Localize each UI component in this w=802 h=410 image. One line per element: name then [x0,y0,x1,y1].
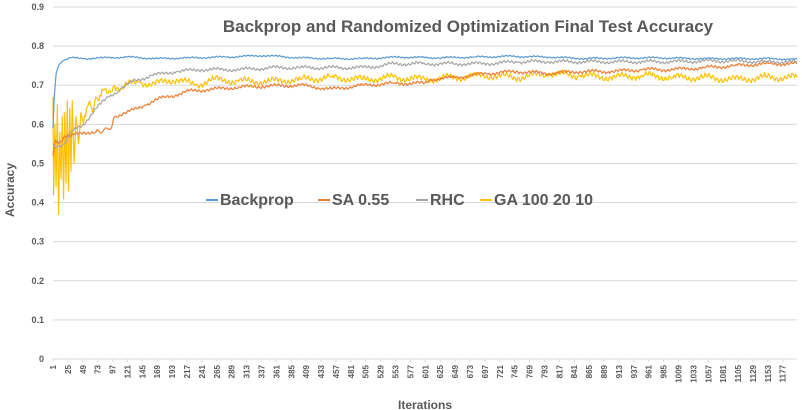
legend-label: SA 0.55 [332,192,389,209]
x-tick-label: 577 [406,364,415,378]
y-tick-label: 0.3 [31,237,44,247]
x-tick-label: 73 [94,364,103,373]
x-tick-label: 649 [451,364,460,378]
y-axis-ticks: 0 0.1 0.2 0.3 0.4 0.5 0.6 0.7 0.8 0.9 [31,2,44,364]
legend-label: GA 100 20 10 [494,192,593,209]
series-line-3 [52,69,798,215]
x-tick-label: 313 [243,364,252,378]
x-tick-label: 1177 [779,364,788,382]
x-tick-label: 265 [213,364,222,378]
y-tick-label: 0.2 [31,276,44,286]
x-tick-label: 409 [302,364,311,378]
x-tick-label: 625 [436,364,445,378]
x-tick-label: 673 [466,364,475,378]
x-tick-label: 529 [377,364,386,378]
x-axis-title: Iterations [398,398,452,410]
x-tick-label: 1081 [719,364,728,382]
x-tick-label: 121 [123,364,132,378]
x-tick-label: 745 [511,364,520,378]
x-tick-label: 721 [496,364,505,378]
legend-label: Backprop [220,192,294,209]
y-tick-label: 0.6 [31,119,44,129]
y-tick-label: 0.8 [31,41,44,51]
series-line-1 [52,60,798,156]
x-tick-label: 865 [585,364,594,378]
x-tick-label: 25 [64,364,73,373]
x-tick-label: 601 [421,364,430,378]
x-tick-label: 193 [168,364,177,378]
x-tick-label: 817 [555,364,564,378]
x-tick-label: 49 [79,364,88,373]
x-tick-label: 1033 [689,364,698,382]
x-tick-label: 289 [228,364,237,378]
x-tick-label: 337 [257,364,266,378]
x-tick-label: 361 [272,364,281,378]
y-tick-label: 0.9 [31,2,44,12]
x-tick-label: 217 [183,364,192,378]
x-tick-label: 433 [317,364,326,378]
x-tick-label: 889 [600,364,609,378]
series-line-2 [52,58,798,149]
legend: Backprop SA 0.55 RHC GA 100 20 10 [206,192,593,209]
x-tick-label: 241 [198,364,207,378]
x-tick-label: 1153 [764,364,773,382]
y-axis-title: Accuracy [3,163,17,217]
x-tick-label: 1105 [734,364,743,382]
x-tick-label: 1129 [749,364,758,382]
series-lines [52,54,798,215]
x-tick-label: 1009 [674,364,683,382]
legend-label: RHC [430,192,465,209]
x-tick-label: 769 [526,364,535,378]
y-tick-label: 0 [39,354,44,364]
x-tick-label: 97 [109,364,118,373]
gridlines [53,6,797,321]
y-tick-label: 0.5 [31,158,44,168]
x-tick-label: 961 [645,364,654,378]
x-tick-label: 697 [481,364,490,378]
x-tick-label: 841 [570,364,579,378]
x-tick-label: 385 [287,364,296,378]
x-tick-label: 1057 [704,364,713,382]
x-tick-label: 169 [153,364,162,378]
x-tick-label: 505 [362,364,371,378]
x-tick-label: 793 [540,364,549,378]
chart-title: Backprop and Randomized Optimization Fin… [223,17,714,36]
x-tick-label: 1 [49,364,58,369]
x-tick-label: 913 [615,364,624,378]
x-tick-label: 553 [392,364,401,378]
x-tick-label: 985 [660,364,669,378]
x-axis-ticks: 1 25 49 73 97 121 145 169 193 217 241 265 289 313 337 3… [49,359,788,383]
x-tick-label: 937 [630,364,639,378]
x-tick-label: 481 [347,364,356,378]
y-tick-label: 0.4 [31,198,44,208]
y-tick-label: 0.1 [31,315,44,325]
x-tick-label: 145 [138,364,147,378]
series-line-0 [52,54,798,129]
y-tick-label: 0.7 [31,80,44,90]
x-tick-label: 457 [332,364,341,378]
